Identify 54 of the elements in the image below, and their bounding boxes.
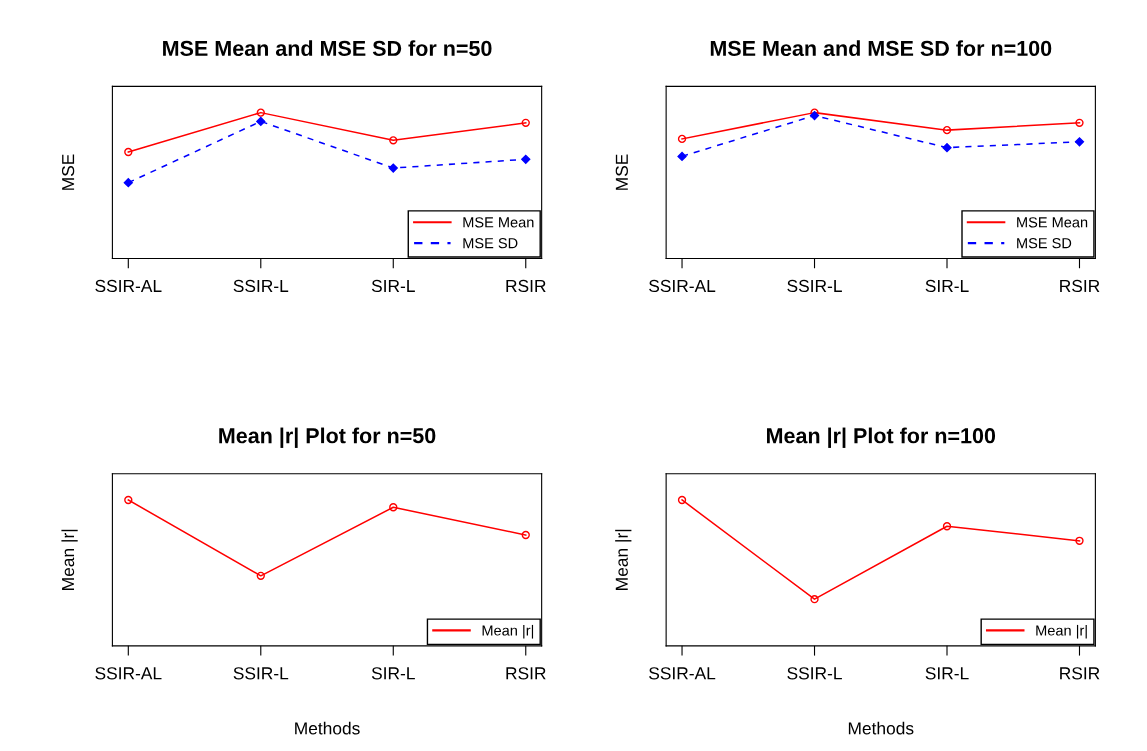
point	[521, 118, 530, 128]
x-tick-label: SSIR-L	[233, 667, 289, 680]
x-tick-label: RSIR	[506, 667, 546, 680]
x-tick-label: RSIR	[1060, 667, 1100, 680]
point	[389, 136, 398, 145]
point	[810, 595, 819, 604]
point	[256, 108, 265, 117]
legend-label: Mean |r|	[482, 624, 534, 639]
y-axis-title: MSE	[61, 154, 75, 190]
x-axis-title: Methods	[295, 721, 360, 735]
point	[1075, 118, 1084, 128]
x-tick-label: RSIR	[1060, 279, 1100, 293]
point	[124, 147, 133, 157]
x-tick-label: SSIR-L	[787, 667, 842, 680]
x-tick-label: SSIR-L	[233, 279, 289, 293]
point	[942, 522, 952, 531]
chart-title: Mean |r| Plot for n=50	[219, 427, 436, 448]
legend-label: MSE SD	[463, 238, 518, 249]
x-tick-label: SSIR-AL	[95, 279, 162, 293]
y-axis-title: Mean |r|	[61, 529, 78, 590]
point	[942, 143, 952, 153]
point	[942, 125, 952, 135]
y-axis-title: Mean |r|	[615, 529, 632, 590]
point	[521, 530, 530, 540]
point	[124, 495, 133, 505]
x-tick-label: SIR-L	[925, 667, 969, 680]
chart-title: MSE Mean and MSE SD for n=50	[163, 40, 492, 57]
chart-title: Mean |r| Plot for n=100	[767, 427, 996, 448]
x-axis-title: Methods	[848, 721, 914, 735]
point	[521, 154, 531, 164]
chart-title: MSE Mean and MSE SD for n=100	[710, 40, 1052, 57]
x-tick-label: SIR-L	[925, 279, 969, 293]
x-tick-label: SIR-L	[371, 667, 415, 680]
point	[677, 134, 687, 144]
point	[1074, 137, 1085, 147]
x-tick-label: SSIR-AL	[649, 279, 716, 293]
legend-label: Mean |r|	[1036, 624, 1087, 639]
y-axis-title: MSE	[615, 154, 628, 190]
point	[123, 178, 133, 188]
x-tick-label: RSIR	[506, 279, 546, 293]
x-tick-label: SSIR-AL	[95, 667, 162, 680]
x-tick-label: SIR-L	[371, 279, 415, 293]
point	[388, 163, 398, 173]
legend-label: MSE SD	[1017, 238, 1072, 249]
legend-label: MSE Mean	[463, 217, 534, 228]
point	[677, 495, 687, 505]
x-tick-label: SSIR-AL	[649, 667, 716, 680]
legend-label: MSE Mean	[1017, 217, 1088, 228]
x-tick-label: SSIR-L	[787, 279, 842, 293]
point	[1075, 536, 1084, 545]
point	[677, 151, 687, 162]
point	[256, 116, 266, 127]
point	[256, 571, 265, 580]
point	[389, 503, 398, 512]
